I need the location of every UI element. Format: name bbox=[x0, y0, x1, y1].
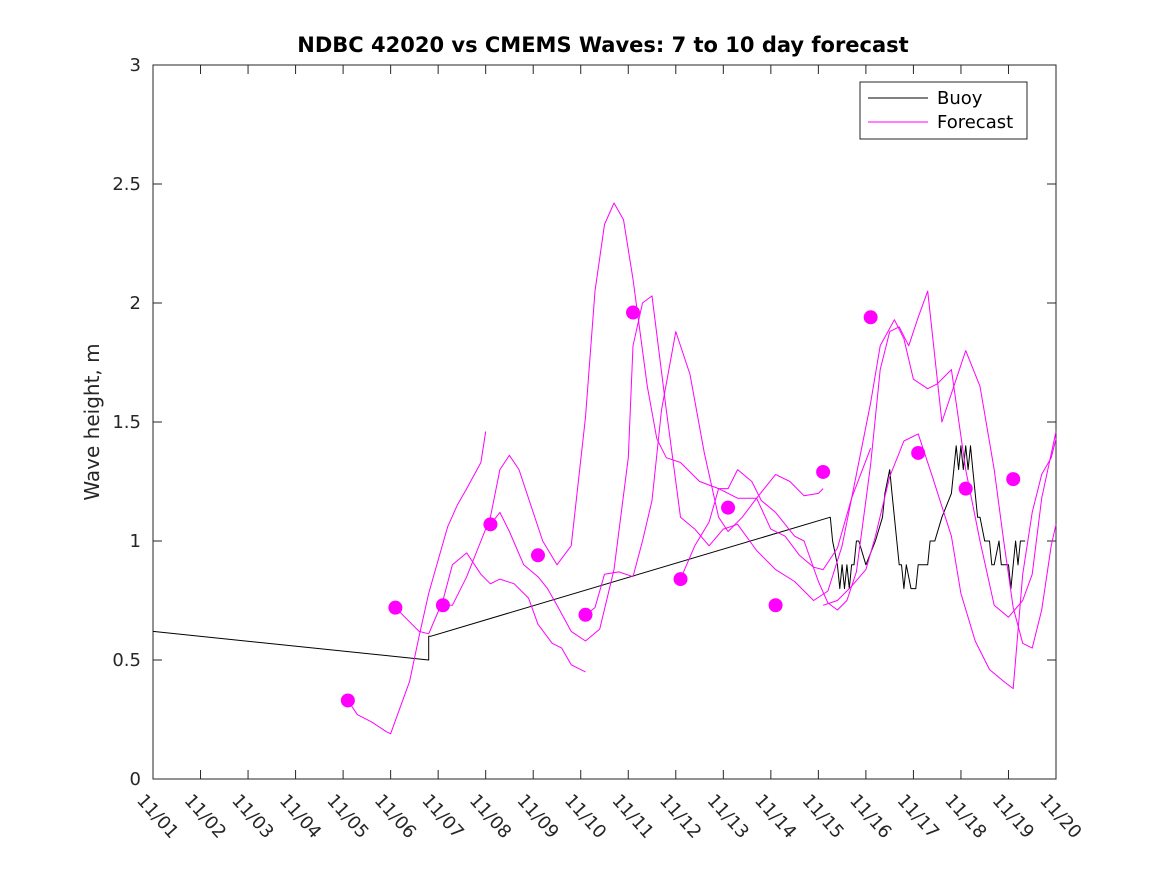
forecast-marker bbox=[1006, 472, 1021, 487]
forecast-line-6 bbox=[680, 290, 1057, 649]
legend: Buoy Forecast bbox=[859, 81, 1028, 140]
x-tick-label: 11/05 bbox=[322, 790, 372, 843]
y-tick-label: 2.5 bbox=[112, 174, 141, 195]
forecast-marker bbox=[816, 464, 831, 479]
y-tick-label: 1 bbox=[130, 531, 141, 552]
x-tick-label: 11/03 bbox=[227, 790, 277, 843]
x-tick-label: 11/08 bbox=[465, 790, 515, 843]
x-tick-label: 11/14 bbox=[750, 790, 800, 843]
forecast-marker bbox=[388, 600, 403, 615]
x-tick-label: 11/07 bbox=[417, 790, 467, 843]
x-axis-tick-labels: 11/0111/0211/0311/0411/0511/0611/0711/08… bbox=[132, 790, 1085, 843]
forecast-marker bbox=[673, 572, 688, 587]
x-tick-label: 11/12 bbox=[655, 790, 705, 843]
y-tick-label: 0 bbox=[130, 769, 141, 790]
x-tick-label: 11/02 bbox=[180, 790, 230, 843]
x-tick-label: 11/15 bbox=[798, 790, 848, 843]
forecast-line-7 bbox=[822, 433, 1057, 690]
y-axis-tick-labels: 0 0.5 1 1.5 2 2.5 3 bbox=[112, 55, 141, 790]
axis-ticks bbox=[152, 64, 1057, 780]
forecast-line-2 bbox=[395, 552, 586, 673]
forecast-marker bbox=[435, 598, 450, 613]
forecast-marker bbox=[863, 310, 878, 325]
x-tick-label: 11/11 bbox=[608, 790, 658, 843]
forecast-marker bbox=[721, 500, 736, 515]
x-tick-label: 11/20 bbox=[1035, 790, 1085, 843]
x-tick-label: 11/09 bbox=[512, 790, 562, 843]
forecast-marker bbox=[530, 548, 545, 563]
forecast-marker bbox=[483, 517, 498, 532]
legend-buoy-label: Buoy bbox=[937, 88, 983, 109]
legend-box bbox=[859, 81, 1028, 140]
chart-title: NDBC 42020 vs CMEMS Waves: 7 to 10 day f… bbox=[297, 33, 908, 57]
x-tick-label: 11/04 bbox=[275, 790, 325, 843]
x-tick-label: 11/17 bbox=[893, 790, 943, 843]
series-layer bbox=[152, 202, 1057, 735]
forecast-marker bbox=[626, 305, 641, 320]
forecast-marker bbox=[578, 607, 593, 622]
forecast-line-4 bbox=[490, 295, 1057, 642]
x-tick-label: 11/06 bbox=[370, 790, 420, 843]
legend-forecast-label: Forecast bbox=[937, 112, 1013, 133]
buoy-line bbox=[152, 445, 1026, 661]
forecast-line-5 bbox=[585, 331, 872, 616]
y-tick-label: 3 bbox=[130, 55, 141, 76]
y-tick-label: 2 bbox=[130, 293, 141, 314]
x-tick-label: 11/13 bbox=[703, 790, 753, 843]
forecast-markers bbox=[340, 305, 1021, 708]
x-tick-label: 11/16 bbox=[845, 790, 895, 843]
y-axis-label: Wave height, m bbox=[80, 343, 104, 500]
forecast-marker bbox=[768, 598, 783, 613]
y-tick-label: 1.5 bbox=[112, 412, 141, 433]
forecast-line-1 bbox=[347, 431, 487, 735]
y-tick-label: 0.5 bbox=[112, 650, 141, 671]
x-tick-label: 11/10 bbox=[560, 790, 610, 843]
forecast-marker bbox=[911, 445, 926, 460]
x-tick-label: 11/01 bbox=[132, 790, 182, 843]
plot-area bbox=[152, 64, 1057, 780]
x-tick-label: 11/19 bbox=[988, 790, 1038, 843]
forecast-marker bbox=[340, 693, 355, 708]
x-tick-label: 11/18 bbox=[940, 790, 990, 843]
forecast-marker bbox=[958, 481, 973, 496]
